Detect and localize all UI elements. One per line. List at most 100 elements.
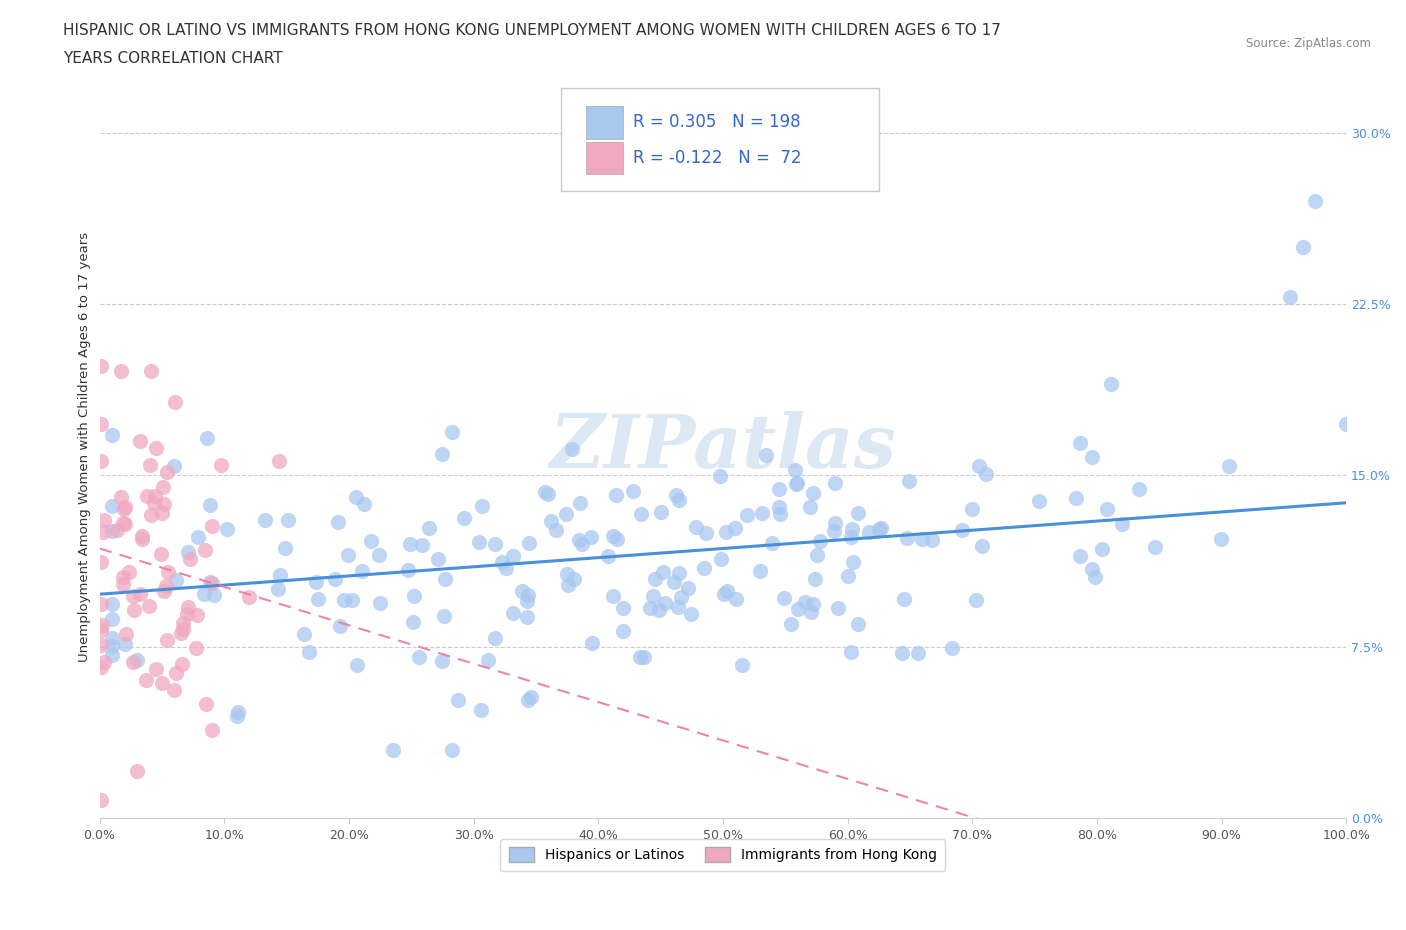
Point [484, 536, 506, 551]
Point [824, 524, 846, 538]
Point [411, 538, 433, 552]
Point [360, 534, 382, 549]
FancyBboxPatch shape [561, 88, 879, 191]
Point [267, 581, 290, 596]
Point [298, 645, 321, 660]
Point [274, 540, 297, 555]
Point [267, 454, 290, 469]
Point [90, 638, 112, 653]
Point [555, 566, 578, 581]
Point [1218, 458, 1240, 473]
Point [638, 601, 661, 616]
Point [139, 507, 162, 522]
Point [785, 477, 807, 492]
Point [165, 572, 187, 587]
Point [755, 448, 778, 463]
Point [793, 594, 815, 609]
Point [101, 648, 124, 663]
Point [1336, 417, 1358, 432]
Point [404, 589, 426, 604]
Point [368, 596, 391, 611]
Point [138, 599, 160, 614]
Point [491, 554, 513, 569]
Point [176, 600, 198, 615]
Point [751, 506, 773, 521]
Point [477, 652, 499, 667]
Point [685, 519, 707, 534]
Point [145, 662, 167, 677]
Point [693, 561, 716, 576]
Point [724, 591, 747, 606]
Point [90, 792, 112, 807]
Point [1211, 531, 1233, 546]
Point [654, 595, 676, 610]
Point [471, 498, 494, 513]
Point [150, 675, 173, 690]
Point [1111, 516, 1133, 531]
Point [90, 359, 112, 374]
Point [648, 603, 671, 618]
Point [163, 458, 186, 473]
Point [546, 523, 568, 538]
Point [921, 533, 943, 548]
Point [786, 602, 808, 617]
Point [142, 496, 165, 511]
Point [801, 597, 824, 612]
Point [669, 590, 692, 604]
Point [785, 462, 807, 477]
Point [470, 703, 492, 718]
Point [668, 493, 690, 508]
Point [430, 446, 453, 461]
Point [846, 616, 869, 631]
Text: ZIPatlas: ZIPatlas [550, 410, 897, 483]
Point [135, 672, 157, 687]
Point [941, 640, 963, 655]
Point [101, 498, 124, 513]
Point [516, 588, 538, 603]
Point [110, 489, 132, 504]
Point [90, 417, 112, 432]
Point [93, 512, 115, 527]
Point [91, 618, 114, 632]
Point [612, 601, 634, 616]
Point [198, 498, 221, 512]
Point [665, 487, 688, 502]
Point [801, 486, 824, 501]
Point [125, 652, 148, 667]
Point [399, 537, 422, 551]
Point [786, 476, 808, 491]
Point [540, 513, 562, 528]
Point [695, 525, 717, 540]
Point [110, 364, 132, 379]
Point [153, 497, 176, 512]
Point [716, 584, 738, 599]
Point [225, 709, 247, 724]
Point [534, 485, 557, 499]
Point [1097, 502, 1119, 517]
Point [724, 520, 747, 535]
Text: R = 0.305   N = 198: R = 0.305 N = 198 [633, 113, 801, 131]
Point [155, 578, 177, 593]
Point [198, 574, 221, 589]
Point [569, 496, 592, 511]
Point [896, 530, 918, 545]
Point [337, 548, 360, 563]
Point [292, 626, 315, 641]
Point [749, 564, 772, 578]
Point [596, 549, 619, 564]
Point [1090, 542, 1112, 557]
Point [101, 524, 124, 538]
Point [484, 631, 506, 645]
FancyBboxPatch shape [586, 141, 623, 174]
Point [827, 600, 849, 615]
Point [612, 624, 634, 639]
Point [226, 705, 249, 720]
Point [193, 587, 215, 602]
Point [101, 611, 124, 626]
Point [426, 551, 449, 566]
Point [735, 508, 758, 523]
Point [911, 532, 934, 547]
Point [201, 576, 224, 591]
Point [209, 458, 232, 472]
Point [769, 507, 792, 522]
